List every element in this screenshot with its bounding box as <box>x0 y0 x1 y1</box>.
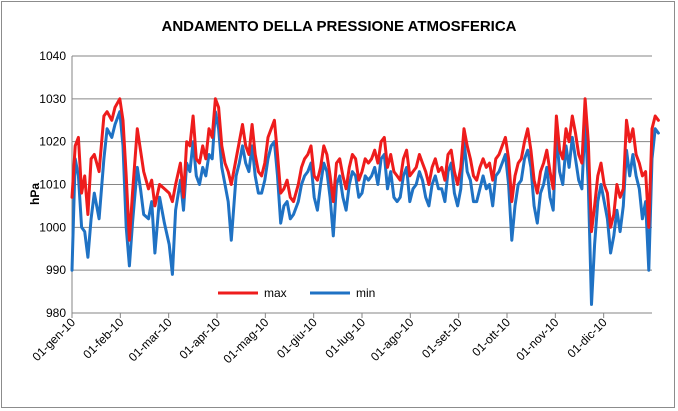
x-tick-label: 01-apr-10 <box>176 315 223 362</box>
legend-label-min: min <box>356 286 375 300</box>
series-line-max <box>70 97 660 242</box>
x-tick-label: 01-mag-10 <box>221 315 272 366</box>
x-tick-label: 01-ott-10 <box>469 315 513 359</box>
x-tick-label: 01-gen-10 <box>30 315 79 364</box>
x-tick-label: 01-giu-10 <box>274 315 320 361</box>
x-tick-label: 01-mar-10 <box>126 315 175 364</box>
y-tick-label: 1010 <box>39 178 66 192</box>
legend-label-max: max <box>264 286 287 300</box>
x-tick-label: 01-lug-10 <box>322 315 368 361</box>
series-line-min <box>70 110 660 306</box>
y-tick-label: 990 <box>46 263 66 277</box>
y-tick-label: 980 <box>46 306 66 320</box>
y-tick-label: 1000 <box>39 220 66 234</box>
chart-title: ANDAMENTO DELLA PRESSIONE ATMOSFERICA <box>161 18 517 35</box>
y-tick-label: 1020 <box>39 135 66 149</box>
y-tick-label: 1030 <box>39 92 66 106</box>
y-tick-label: 1040 <box>39 49 66 63</box>
y-axis-label: hPa <box>28 183 42 205</box>
y-tick-labels: 980 990 1000 1010 1020 1030 1040 <box>39 49 66 320</box>
x-tick-labels: 01-gen-10 01-feb-10 01-mar-10 01-apr-1001-m… <box>30 315 610 366</box>
series-lines <box>70 97 660 306</box>
x-tick-label: 01-nov-10 <box>513 315 561 363</box>
x-tick-label: 01-dic-10 <box>565 315 611 361</box>
x-tick-label: 01-set-10 <box>419 315 465 361</box>
x-tick-label: 01-feb-10 <box>80 315 126 361</box>
legend: max min <box>218 286 375 300</box>
x-tick-label: 01-ago-10 <box>368 315 417 364</box>
